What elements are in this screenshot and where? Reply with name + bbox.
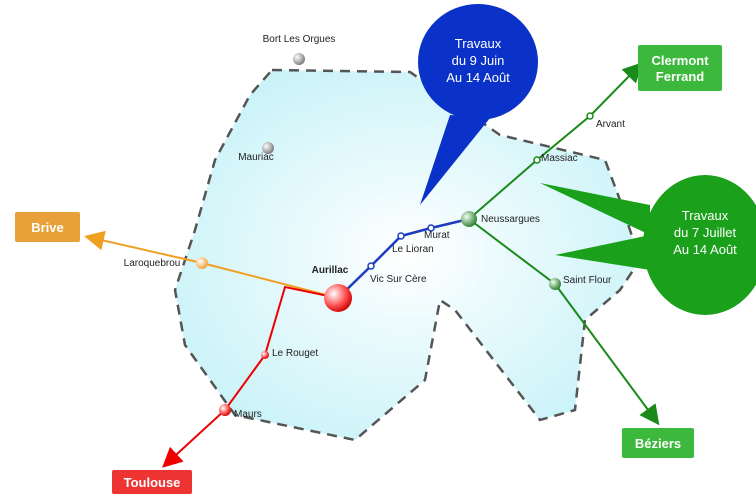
- station: [533, 156, 541, 164]
- station-label: Neussargues: [481, 214, 540, 225]
- station: [397, 232, 405, 240]
- line-clermont: [468, 62, 643, 220]
- station: [586, 112, 594, 120]
- destination-box: [112, 470, 192, 494]
- station: [549, 278, 561, 290]
- destination-label: Béziers: [635, 436, 681, 451]
- station-label: Mauriac: [238, 152, 274, 163]
- station-label: Saint Flour: [563, 275, 612, 286]
- notice-text: Au 14 Août: [673, 242, 737, 257]
- station-label: Murat: [424, 230, 450, 241]
- station: [262, 142, 274, 154]
- station-label: Vic Sur Cère: [370, 274, 427, 285]
- station: [461, 211, 477, 227]
- station: [427, 224, 435, 232]
- station-label: Massiac: [541, 153, 578, 164]
- zone: [173, 68, 642, 442]
- notice-text: Travaux: [682, 208, 729, 223]
- station: [261, 351, 269, 359]
- notice-bubble: [643, 175, 756, 315]
- station: [219, 404, 231, 416]
- station-label: Arvant: [596, 119, 625, 130]
- station: [324, 284, 352, 312]
- notice-text: du 9 Juin: [452, 53, 505, 68]
- station-label: Maurs: [234, 409, 262, 420]
- station: [293, 53, 305, 65]
- notice-bubble: [418, 4, 538, 120]
- destination-label: Ferrand: [656, 69, 704, 84]
- station-label: Aurillac: [312, 265, 349, 276]
- notice-text: Au 14 Août: [446, 70, 510, 85]
- station: [196, 257, 208, 269]
- destination-box: [638, 45, 722, 91]
- notice-text: Travaux: [455, 36, 502, 51]
- destination-box: [622, 428, 694, 458]
- destination-label: Toulouse: [124, 475, 181, 490]
- station-label: Le Lioran: [392, 244, 434, 255]
- destination-label: Brive: [31, 220, 64, 235]
- destination-label: Clermont: [651, 53, 709, 68]
- station-label: Laroquebrou: [124, 258, 181, 269]
- station-label: Le Rouget: [272, 348, 318, 359]
- station: [367, 262, 375, 270]
- destination-box: [15, 212, 80, 242]
- notice-bubble: [420, 115, 490, 205]
- notice-text: du 7 Juillet: [674, 225, 737, 240]
- notice-bubble: [540, 183, 650, 270]
- station-label: Bort Les Orgues: [263, 34, 336, 45]
- labels: Bort Les Orgues Mauriac Laroquebrou Aurilla…: [15, 34, 737, 494]
